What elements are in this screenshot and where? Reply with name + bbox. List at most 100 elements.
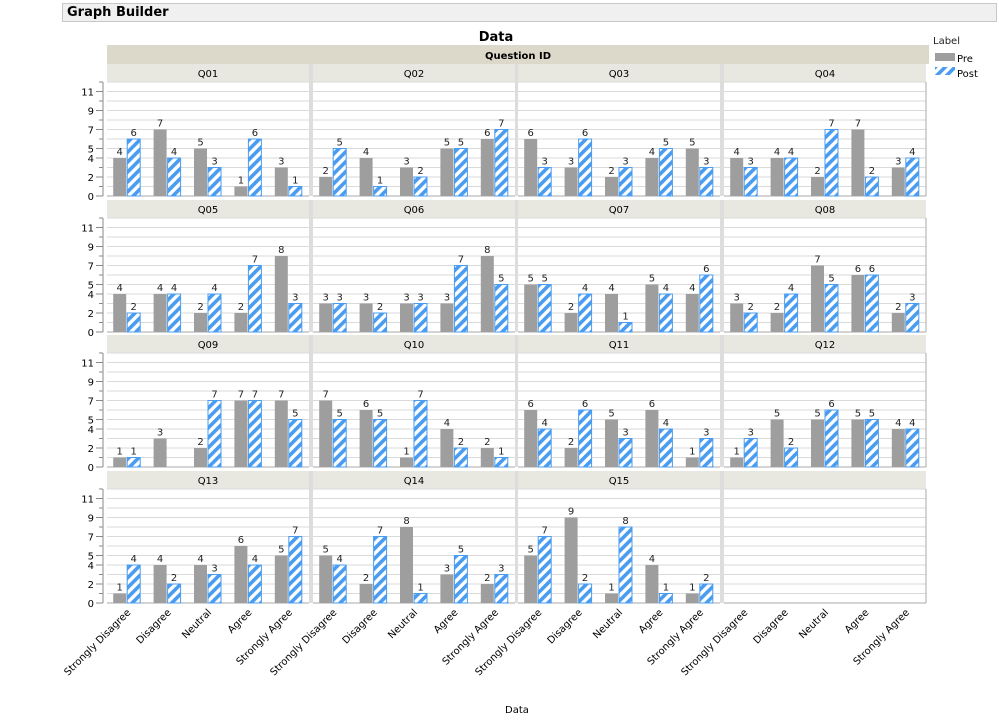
bar-post[interactable] (332, 419, 347, 468)
bar-pre[interactable] (113, 457, 127, 468)
bar-post[interactable] (373, 312, 388, 333)
bar-post[interactable] (537, 536, 552, 604)
bar-pre[interactable] (770, 313, 784, 332)
bar-post[interactable] (247, 265, 262, 333)
bar-post[interactable] (373, 536, 388, 604)
bar-post[interactable] (126, 138, 141, 197)
bar-pre[interactable] (319, 177, 333, 196)
bar-post[interactable] (207, 574, 222, 604)
bar-post[interactable] (658, 293, 673, 333)
bar-post[interactable] (618, 526, 633, 604)
bar-post[interactable] (699, 167, 714, 197)
bar-pre[interactable] (480, 448, 494, 467)
bar-pre[interactable] (851, 129, 865, 197)
bar-pre[interactable] (234, 313, 248, 332)
bar-pre[interactable] (234, 546, 248, 603)
bar-pre[interactable] (605, 593, 618, 604)
bar-post[interactable] (332, 564, 347, 604)
bar-pre[interactable] (359, 158, 373, 196)
bar-pre[interactable] (153, 129, 167, 197)
bar-pre[interactable] (770, 158, 784, 196)
bar-pre[interactable] (440, 429, 454, 467)
bar-pre[interactable] (359, 584, 373, 603)
bar-pre[interactable] (685, 294, 699, 332)
bar-pre[interactable] (645, 158, 659, 196)
bar-post[interactable] (784, 157, 799, 197)
bar-post[interactable] (373, 186, 388, 197)
bar-post[interactable] (453, 148, 468, 197)
bar-pre[interactable] (440, 148, 454, 197)
bar-post[interactable] (905, 428, 920, 468)
bar-pre[interactable] (480, 256, 494, 332)
bar-post[interactable] (618, 167, 633, 197)
bar-post[interactable] (413, 303, 428, 333)
bar-post[interactable] (126, 312, 141, 333)
bar-post[interactable] (537, 428, 552, 468)
bar-post[interactable] (784, 293, 799, 333)
bar-post[interactable] (658, 148, 673, 197)
bar-pre[interactable] (194, 448, 207, 467)
bar-post[interactable] (494, 574, 509, 604)
bar-pre[interactable] (153, 294, 167, 332)
bar-post[interactable] (332, 148, 347, 197)
bar-pre[interactable] (891, 313, 905, 332)
bar-post[interactable] (413, 593, 428, 604)
bar-pre[interactable] (524, 410, 538, 467)
bar-post[interactable] (247, 138, 262, 197)
bar-pre[interactable] (891, 167, 905, 197)
bar-post[interactable] (413, 176, 428, 197)
bar-pre[interactable] (605, 177, 618, 196)
bar-pre[interactable] (730, 457, 744, 468)
bar-pre[interactable] (359, 303, 373, 333)
bar-post[interactable] (288, 536, 303, 604)
bar-pre[interactable] (685, 457, 699, 468)
bar-post[interactable] (413, 400, 428, 468)
bar-pre[interactable] (480, 139, 494, 196)
bar-pre[interactable] (524, 139, 538, 196)
bar-pre[interactable] (730, 158, 744, 196)
bar-pre[interactable] (851, 419, 865, 468)
bar-pre[interactable] (153, 438, 167, 468)
bar-post[interactable] (578, 293, 593, 333)
bar-pre[interactable] (400, 167, 413, 197)
bar-post[interactable] (658, 428, 673, 468)
bar-post[interactable] (207, 400, 222, 468)
bar-post[interactable] (494, 457, 509, 468)
bar-pre[interactable] (811, 177, 824, 196)
bar-pre[interactable] (564, 448, 578, 467)
bar-pre[interactable] (113, 294, 127, 332)
bar-pre[interactable] (685, 593, 699, 604)
bar-post[interactable] (578, 138, 593, 197)
bar-pre[interactable] (440, 574, 454, 604)
bar-pre[interactable] (891, 429, 905, 467)
bar-pre[interactable] (851, 275, 865, 332)
bar-post[interactable] (784, 447, 799, 468)
bar-pre[interactable] (274, 400, 288, 468)
bar-post[interactable] (824, 129, 839, 197)
bar-pre[interactable] (400, 303, 413, 333)
bar-pre[interactable] (194, 148, 207, 197)
bar-pre[interactable] (319, 400, 333, 468)
bar-pre[interactable] (770, 419, 784, 468)
bar-pre[interactable] (685, 148, 699, 197)
bar-post[interactable] (618, 322, 633, 333)
bar-pre[interactable] (811, 419, 824, 468)
bar-pre[interactable] (811, 265, 824, 333)
bar-pre[interactable] (113, 158, 127, 196)
bar-post[interactable] (743, 167, 758, 197)
bar-post[interactable] (167, 583, 182, 604)
bar-post[interactable] (864, 176, 879, 197)
bar-post[interactable] (658, 593, 673, 604)
bar-pre[interactable] (564, 517, 578, 604)
bar-post[interactable] (905, 157, 920, 197)
bar-post[interactable] (288, 186, 303, 197)
bar-post[interactable] (288, 303, 303, 333)
bar-post[interactable] (247, 400, 262, 468)
bar-pre[interactable] (480, 584, 494, 603)
bar-post[interactable] (699, 274, 714, 333)
bar-pre[interactable] (524, 555, 538, 604)
bar-pre[interactable] (400, 457, 413, 468)
legend[interactable]: Label Pre Post (933, 36, 978, 80)
bar-post[interactable] (699, 583, 714, 604)
bar-post[interactable] (453, 265, 468, 333)
